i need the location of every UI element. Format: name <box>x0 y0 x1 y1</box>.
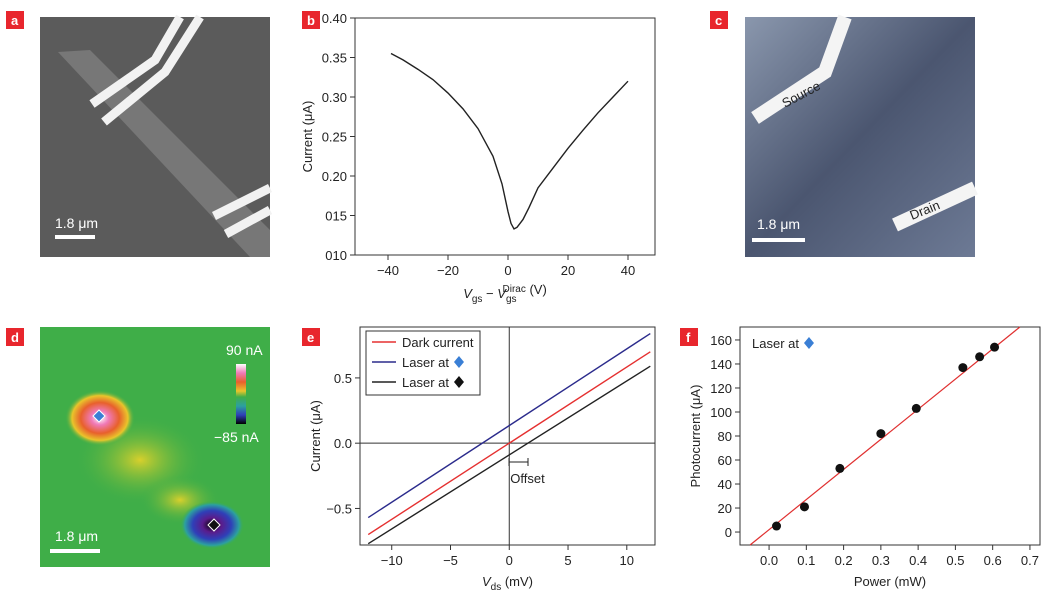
panel-label: e <box>307 330 314 345</box>
x-tick-label: 0 <box>504 263 511 278</box>
y-axis-label: Current (μA) <box>308 400 323 472</box>
x-axis-label-part: Power (mW) <box>854 574 926 589</box>
y-tick-label: 015 <box>325 209 347 224</box>
x-tick-label: 5 <box>564 553 571 568</box>
y-tick-label: 160 <box>710 333 732 348</box>
annotation: Offset <box>510 471 545 486</box>
panel-label: c <box>715 13 722 28</box>
x-axis-label-part: (V) <box>526 282 547 297</box>
x-tick-label: 10 <box>620 553 634 568</box>
x-axis-label: Power (mW) <box>854 574 926 589</box>
x-tick-label: 0.4 <box>909 553 927 568</box>
y-tick-label: 0.35 <box>322 51 347 66</box>
figure: 1.8 μm Source Drain 1.8 μm 90 nA −85 nA … <box>0 0 1046 593</box>
x-axis-label: Vgs − VgsDirac (V) <box>463 282 547 305</box>
y-tick-label: 100 <box>710 405 732 420</box>
x-tick-label: 0.6 <box>984 553 1002 568</box>
legend: Dark current Laser at Laser at <box>366 331 480 395</box>
data-point <box>958 363 967 372</box>
y-tick-label: 0 <box>725 525 732 540</box>
data-point <box>990 343 999 352</box>
x-axis-label-part: ds <box>491 582 502 593</box>
y-tick-label: 0.40 <box>322 11 347 26</box>
y-axis-label: Photocurrent (μA) <box>688 385 703 488</box>
data-point <box>876 429 885 438</box>
plot-frame <box>740 327 1040 545</box>
data-point <box>975 352 984 361</box>
panel-label: a <box>11 13 19 28</box>
colorbar-max: 90 nA <box>226 342 263 358</box>
x-axis-label-part: − <box>482 286 497 301</box>
image-d: 90 nA −85 nA 1.8 μm <box>40 327 270 567</box>
x-axis-label-part: (mV) <box>501 574 533 589</box>
x-tick-label: −10 <box>381 553 403 568</box>
y-tick-label: 0.5 <box>334 371 352 386</box>
plot-frame <box>355 18 655 255</box>
y-tick-label: 0.0 <box>334 436 352 451</box>
y-tick-label: 010 <box>325 248 347 263</box>
x-tick-label: 20 <box>561 263 575 278</box>
scale-bar-label: 1.8 μm <box>55 528 98 544</box>
scale-bar-label: 1.8 μm <box>757 216 800 232</box>
y-tick-label: 140 <box>710 357 732 372</box>
line-series <box>391 54 628 229</box>
image-c: Source Drain 1.8 μm <box>745 17 975 257</box>
panel-label: f <box>686 330 691 345</box>
x-tick-label: 0.3 <box>872 553 890 568</box>
x-tick-label: 0.7 <box>1021 553 1039 568</box>
x-axis-label: Vds (mV) <box>482 574 533 593</box>
panel-label: d <box>11 330 19 345</box>
data-point <box>772 522 781 531</box>
legend-label: Laser at <box>402 355 449 370</box>
data-point <box>800 502 809 511</box>
offset-arrow <box>509 458 528 466</box>
y-tick-label: 120 <box>710 381 732 396</box>
colorbar-min: −85 nA <box>214 429 259 445</box>
legend-marker <box>804 337 814 349</box>
x-axis-label-part: gs <box>472 294 483 305</box>
legend-label: Laser at <box>402 375 449 390</box>
x-axis-label-part: gs <box>506 294 517 305</box>
x-tick-label: 0 <box>506 553 513 568</box>
x-tick-label: −20 <box>437 263 459 278</box>
y-tick-label: 60 <box>718 453 732 468</box>
y-axis-label: Current (μA) <box>300 101 315 173</box>
x-tick-label: 0.1 <box>797 553 815 568</box>
y-tick-label: 0.25 <box>322 130 347 145</box>
image-a: 1.8 μm <box>40 17 270 257</box>
x-tick-label: 0.2 <box>835 553 853 568</box>
y-tick-label: 20 <box>718 501 732 516</box>
x-axis-label-part: Dirac <box>503 284 526 295</box>
x-tick-label: 0.0 <box>760 553 778 568</box>
scale-bar-label: 1.8 μm <box>55 215 98 231</box>
data-point <box>912 404 921 413</box>
data-point <box>835 464 844 473</box>
y-tick-label: 40 <box>718 477 732 492</box>
y-tick-label: 0.20 <box>322 169 347 184</box>
x-tick-label: −5 <box>443 553 458 568</box>
x-tick-label: 40 <box>621 263 635 278</box>
x-tick-label: 0.5 <box>946 553 964 568</box>
y-tick-label: 0.30 <box>322 90 347 105</box>
y-tick-label: −0.5 <box>326 501 352 516</box>
x-tick-label: −40 <box>377 263 399 278</box>
y-tick-label: 80 <box>718 429 732 444</box>
panel-label: b <box>307 13 315 28</box>
legend-label: Laser at <box>752 336 799 351</box>
legend-label: Dark current <box>402 335 474 350</box>
